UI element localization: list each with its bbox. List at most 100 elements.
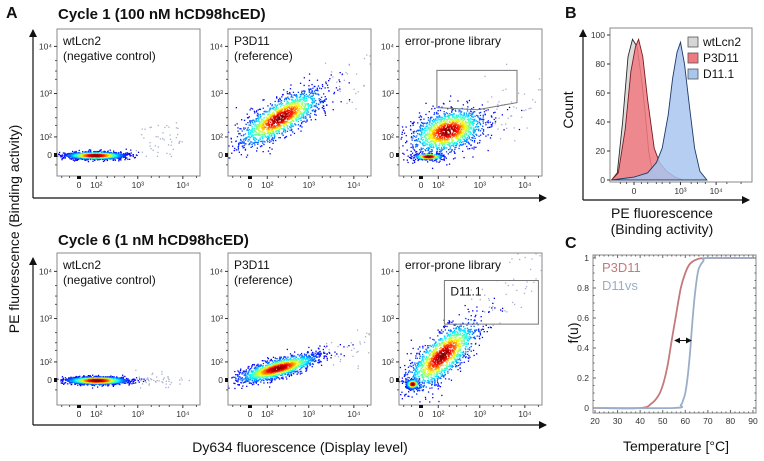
event-dot [263,126,266,128]
event-dot [278,112,280,114]
event-dot [487,120,489,122]
event-dot [77,152,79,154]
event-dot [430,133,432,136]
event-dot [468,115,470,117]
event-dot [447,124,449,126]
event-dot [260,136,262,138]
event-dot [314,89,317,91]
event-dot [426,153,429,155]
event-dot [434,137,436,139]
event-dot [229,157,231,159]
event-dot [215,146,216,147]
event-dot [275,118,277,120]
event-dot [479,130,482,132]
event-dot [279,111,281,113]
event-dot [435,138,437,140]
event-dot [475,124,478,126]
event-dot [300,130,302,132]
event-dot [413,139,416,142]
event-dot [471,147,473,149]
event-dot [311,91,313,93]
event-dot [422,159,424,161]
event-dot [125,148,127,150]
event-dot [303,109,305,111]
event-dot [457,131,459,133]
event-dot [272,107,274,109]
event-dot [466,100,468,103]
event-dot [341,74,343,76]
event-dot [419,126,421,128]
event-dot [144,128,146,130]
event-dot [411,132,413,135]
event-dot [441,125,443,127]
event-dot [460,129,462,131]
event-dot [249,122,252,124]
event-dot [289,129,291,131]
event-dot [439,116,441,118]
event-dot [243,127,245,129]
event-dot [436,119,438,121]
event-dot [285,114,288,116]
event-dot [254,140,256,142]
event-dot [303,77,305,79]
event-dot [250,130,252,132]
event-dot [410,143,412,145]
event-dot [434,155,436,158]
event-dot [286,126,288,128]
event-dot [300,93,303,95]
event-dot [457,100,459,102]
event-dot [378,52,379,53]
event-dot [458,109,460,111]
event-dot [267,135,269,137]
event-dot [286,113,289,115]
event-dot [422,142,424,144]
event-dot [293,120,295,122]
event-dot [436,150,438,153]
event-dot [468,120,470,122]
event-dot [421,142,423,144]
event-dot [442,148,444,150]
event-dot [255,120,257,122]
event-dot [431,131,433,133]
event-dot [425,102,427,104]
event-dot [434,157,436,159]
event-dot [94,159,96,161]
event-dot [431,159,433,161]
event-dot [476,126,478,128]
event-dot [431,126,433,128]
y-tick-label: 0 [47,150,52,160]
event-dot [277,118,279,120]
event-dot [376,84,377,85]
event-dot [66,155,69,157]
event-dot [296,95,298,97]
event-dot [438,118,440,120]
event-dot [268,126,270,128]
event-dot [261,119,263,121]
event-dot [456,137,458,140]
event-dot [440,132,442,134]
event-dot [348,100,351,102]
event-dot [242,147,244,149]
event-dot [330,74,332,76]
event-dot [258,125,260,127]
event-dot [267,131,269,134]
event-dot [113,152,116,154]
event-dot [443,124,445,126]
event-dot [459,122,462,124]
event-dot [463,126,465,129]
event-dot [448,120,451,122]
zero-marker [225,153,228,157]
event-dot [282,121,284,123]
event-dot [277,119,279,121]
event-dot [290,118,292,120]
event-dot [473,140,476,142]
event-dot [310,95,312,98]
event-dot [429,159,431,161]
event-dot [418,116,420,119]
event-dot [441,140,443,143]
event-dot [439,151,441,153]
event-dot [248,130,250,132]
event-dot [438,128,440,131]
event-dot [493,112,495,114]
event-dot [134,156,136,159]
